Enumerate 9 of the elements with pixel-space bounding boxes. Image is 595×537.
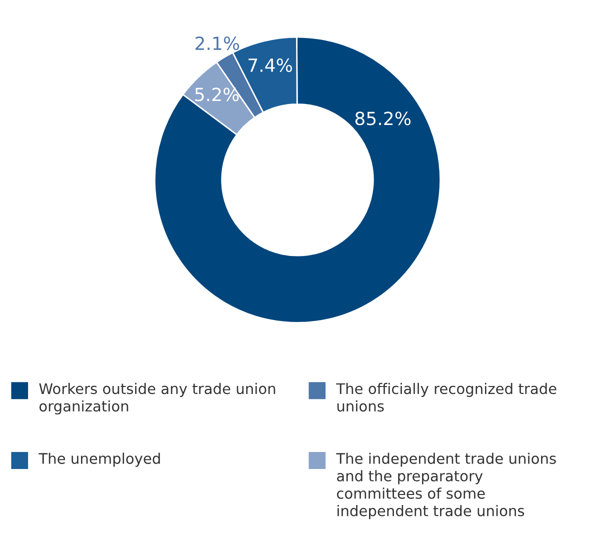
donut-slice xyxy=(154,36,441,324)
legend-label: Workers outside any trade union organization xyxy=(39,382,276,414)
data-label: 7.4% xyxy=(248,58,292,72)
legend-label: The independent trade unions and the preparatory committees of some independent trade unions xyxy=(336,452,556,520)
data-label: 85.2% xyxy=(355,112,411,126)
data-label: 5.2% xyxy=(195,88,239,102)
legend-label: The officially recognized trade unions xyxy=(336,382,556,412)
data-label: 2.1% xyxy=(196,36,240,50)
legend-label: The unemployed xyxy=(38,452,160,467)
